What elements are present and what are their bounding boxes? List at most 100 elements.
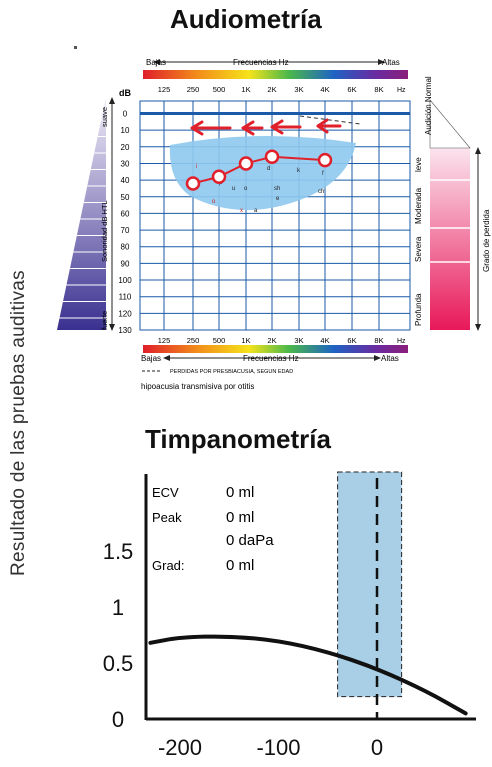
freq-arrow-bottom-right-head bbox=[374, 355, 381, 361]
tymp-x-tick: -200 bbox=[158, 735, 202, 760]
hz-unit-bottom: Hz bbox=[397, 338, 406, 345]
left-scale-arrow-top bbox=[109, 97, 115, 104]
left-scale-wedge bbox=[57, 97, 106, 330]
freq-top-low: Bajas bbox=[146, 58, 166, 67]
tympanometry-title: Timpanometría bbox=[145, 424, 331, 454]
x-tick-label-top: 1K bbox=[241, 85, 250, 94]
audiogram-point bbox=[317, 152, 333, 168]
tymp-x-ticks: -200 -100 0 bbox=[158, 735, 383, 760]
readout-peak-value: 0 ml bbox=[226, 509, 254, 526]
x-tick-label-bottom: 3K bbox=[294, 336, 303, 345]
stray-mark bbox=[74, 46, 77, 49]
x-tick-label-top: 500 bbox=[213, 85, 226, 94]
svg-text:sh: sh bbox=[274, 186, 280, 192]
x-tick-label-bottom: 2K bbox=[267, 336, 276, 345]
tymp-curve-line bbox=[148, 634, 468, 716]
right-scale-wedge bbox=[430, 148, 470, 330]
y-tick-label: 100 bbox=[118, 276, 132, 285]
readout-ecv-label: ECV bbox=[152, 485, 179, 500]
readout-grad-value: 0 ml bbox=[226, 557, 254, 574]
freq-bottom-mid: Frecuencias Hz bbox=[243, 354, 299, 363]
left-scale-top: suave bbox=[100, 107, 109, 127]
y-tick-label: 20 bbox=[121, 143, 130, 152]
y-tick-label: 10 bbox=[121, 126, 130, 135]
x-tick-label-top: 125 bbox=[158, 85, 171, 94]
freq-arrow-top-left-head bbox=[153, 59, 160, 65]
svg-text:k: k bbox=[297, 168, 301, 174]
left-scale-bottom: fuerte bbox=[100, 311, 109, 330]
y-tick-label: 60 bbox=[121, 209, 130, 218]
freq-top-high: Altas bbox=[382, 58, 400, 67]
x-ticks-top: 125 250 500 1K 2K 3K 4K 6K 8K bbox=[158, 85, 384, 94]
tympanometry-chart: -200 -100 0 0 0.5 1 1.5 ECV 0 ml Peak 0 ml 0 … bbox=[103, 471, 476, 760]
audiogram-point bbox=[185, 176, 201, 191]
svg-text:f: f bbox=[322, 171, 324, 177]
y-tick-label: 0 bbox=[123, 109, 128, 118]
tymp-y-tick: 0 bbox=[112, 707, 124, 732]
audiogram-curve bbox=[185, 149, 333, 191]
x-tick-label-bottom: 250 bbox=[187, 336, 200, 345]
y-tick-label: 90 bbox=[121, 259, 130, 268]
right-scale-arrow-bottom bbox=[475, 324, 481, 331]
y-tick-label: 30 bbox=[121, 159, 130, 168]
svg-text:ch: ch bbox=[318, 189, 324, 195]
y-tick-label: 130 bbox=[118, 326, 132, 335]
x-tick-label-bottom: 125 bbox=[158, 336, 171, 345]
degree-profunda: Profunda bbox=[414, 293, 423, 326]
speech-banana bbox=[169, 135, 356, 211]
x-tick-label-bottom: 1K bbox=[241, 336, 250, 345]
tymp-y-tick: 1.5 bbox=[103, 539, 134, 564]
svg-text:o: o bbox=[244, 186, 248, 192]
x-tick-label-top: 250 bbox=[187, 85, 200, 94]
freq-arrow-bottom-left-head bbox=[163, 355, 170, 361]
degree-leve: leve bbox=[414, 157, 423, 172]
y-tick-label: 80 bbox=[121, 243, 130, 252]
y-tick-label: 110 bbox=[119, 293, 132, 302]
y-tick-label: 70 bbox=[121, 226, 130, 235]
audiometry-title: Audiometría bbox=[170, 4, 322, 34]
freq-rainbow-bottom bbox=[143, 345, 408, 353]
normal-region bbox=[337, 471, 403, 698]
svg-text:o: o bbox=[212, 199, 216, 205]
svg-text:d: d bbox=[267, 166, 270, 172]
x-tick-label-top: 4K bbox=[320, 85, 329, 94]
x-tick-label-top: 3K bbox=[294, 85, 303, 94]
audiogram-point bbox=[238, 156, 254, 171]
freq-top-mid: Frecuencias Hz bbox=[233, 58, 289, 67]
right-scale-top-white bbox=[429, 99, 471, 149]
x-tick-label-bottom: 6K bbox=[347, 336, 356, 345]
tymp-curve bbox=[148, 634, 468, 716]
hz-unit-top: Hz bbox=[397, 87, 406, 94]
freq-bottom-low: Bajas bbox=[141, 354, 161, 363]
x-tick-label-bottom: 4K bbox=[320, 336, 329, 345]
tymp-y-tick: 1 bbox=[112, 595, 124, 620]
x-tick-label-top: 8K bbox=[374, 85, 383, 94]
audiogram-point bbox=[211, 169, 227, 185]
legend-dashed-label: PERDIDAS POR PRESBIACUSIA, SEGUN EDAD bbox=[170, 369, 293, 375]
freq-rainbow-top bbox=[143, 70, 408, 79]
svg-text:e: e bbox=[276, 196, 280, 202]
tymp-x-tick: 0 bbox=[371, 735, 383, 760]
x-ticks-bottom: 125 250 500 1K 2K 3K 4K 6K 8K bbox=[158, 336, 384, 345]
x-tick-label-bottom: 500 bbox=[213, 336, 226, 345]
x-tick-label-bottom: 8K bbox=[374, 336, 383, 345]
tymp-y-ticks: 0 0.5 1 1.5 bbox=[103, 539, 134, 732]
y-tick-label: 50 bbox=[121, 193, 130, 202]
db-unit: dB bbox=[119, 88, 131, 98]
right-scale-label: Grado de perdida bbox=[482, 209, 491, 272]
x-tick-label-top: 6K bbox=[347, 85, 356, 94]
degree-normal: Audición Normal bbox=[424, 76, 433, 135]
right-scale-arrow-top bbox=[475, 147, 481, 154]
freq-arrow-top-right-head bbox=[378, 59, 385, 65]
left-scale-bands bbox=[59, 119, 106, 319]
degree-moderada: Moderada bbox=[414, 187, 423, 224]
readout-ecv-value: 0 ml bbox=[226, 484, 254, 501]
svg-text:u: u bbox=[232, 186, 235, 192]
tymp-x-tick: -100 bbox=[256, 735, 300, 760]
left-scale-label: Sonoridad dB HTL bbox=[100, 200, 109, 262]
audiometry-chart: Bajas Frecuencias Hz Altas 125 250 500 1K 2K… bbox=[57, 58, 491, 391]
y-tick-label: 40 bbox=[121, 176, 130, 185]
presbyacusis-dashed bbox=[299, 115, 361, 125]
svg-text:i: i bbox=[196, 164, 197, 170]
audiogram-point bbox=[264, 149, 280, 165]
